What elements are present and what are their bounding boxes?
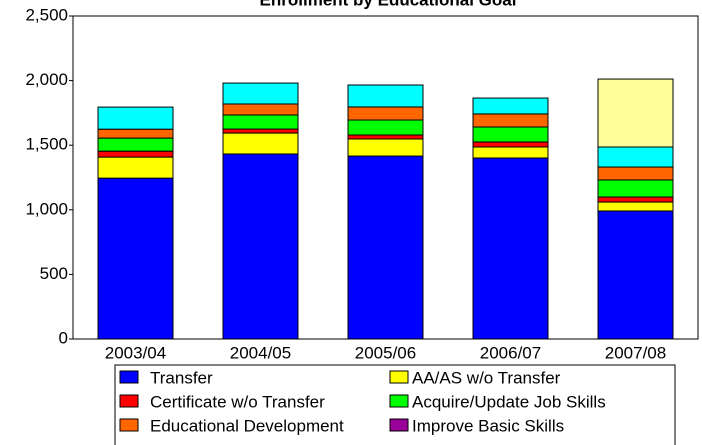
x-tick-label: 2006/07 bbox=[480, 343, 541, 362]
x-tick-label: 2007/08 bbox=[605, 343, 666, 362]
x-tick-label: 2004/05 bbox=[230, 343, 291, 362]
bar-segment bbox=[222, 132, 299, 155]
bar-segment bbox=[97, 150, 174, 158]
bar-segment bbox=[347, 119, 424, 136]
y-tick-label: 2,500 bbox=[25, 5, 68, 24]
bar-segment bbox=[97, 156, 174, 179]
bar-segment bbox=[472, 141, 549, 148]
legend-label: Educational Development bbox=[150, 416, 344, 435]
bar-segment bbox=[97, 106, 174, 130]
legend-label: AA/AS w/o Transfer bbox=[412, 368, 561, 387]
bar-segment bbox=[472, 97, 549, 115]
bar-segment bbox=[222, 114, 299, 130]
legend-label: Transfer bbox=[150, 368, 213, 387]
bar-segment bbox=[472, 113, 549, 128]
y-tick-label: 2,000 bbox=[25, 70, 68, 89]
bar-segment bbox=[222, 128, 299, 134]
bar-segment bbox=[597, 201, 674, 212]
y-tick-label: 500 bbox=[40, 264, 68, 283]
bar-segment bbox=[597, 210, 674, 340]
legend-swatch bbox=[389, 370, 409, 384]
y-tick-label: 1,000 bbox=[25, 199, 68, 218]
bar-segment bbox=[222, 103, 299, 116]
bar-segment bbox=[347, 155, 424, 340]
bar-segment bbox=[222, 82, 299, 105]
bar-segment bbox=[97, 137, 174, 152]
bar-segment bbox=[597, 146, 674, 168]
x-tick-label: 2003/04 bbox=[105, 343, 166, 362]
bar-segment bbox=[597, 78, 674, 148]
bar-segment bbox=[472, 146, 549, 159]
x-tick-label: 2005/06 bbox=[355, 343, 416, 362]
bar-segment bbox=[222, 153, 299, 340]
bar-segment bbox=[347, 138, 424, 157]
legend-label: Certificate w/o Transfer bbox=[150, 392, 325, 411]
bar-segment bbox=[97, 177, 174, 340]
bar-segment bbox=[597, 196, 674, 203]
bar-segment bbox=[347, 106, 424, 121]
y-tick-label: 0 bbox=[59, 328, 68, 347]
legend-swatch bbox=[389, 394, 409, 408]
legend-swatch bbox=[119, 394, 139, 408]
legend-swatch bbox=[119, 418, 139, 432]
y-tick-label: 1,500 bbox=[25, 135, 68, 154]
bar-segment bbox=[472, 126, 549, 143]
bar-segment bbox=[347, 84, 424, 108]
bar-segment bbox=[597, 179, 674, 198]
bar-segment bbox=[597, 166, 674, 181]
chart-title: Enrollment by Educational Goal bbox=[260, 0, 517, 9]
legend-swatch bbox=[389, 418, 409, 432]
legend-label: Acquire/Update Job Skills bbox=[412, 392, 606, 411]
bar-segment bbox=[97, 128, 174, 139]
legend-label: Improve Basic Skills bbox=[412, 416, 564, 435]
bar-segment bbox=[472, 157, 549, 340]
legend-swatch bbox=[119, 370, 139, 384]
bar-segment bbox=[347, 134, 424, 140]
